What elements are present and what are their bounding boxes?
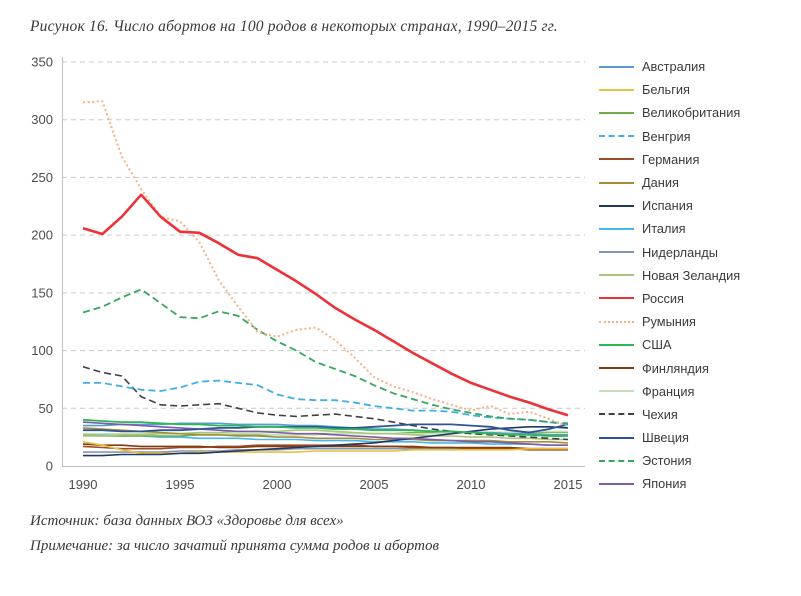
series-line-9 — [83, 429, 568, 441]
legend-item-8: Нидерланды — [599, 241, 794, 264]
series-line-6 — [83, 425, 569, 457]
legend-label: Швеция — [642, 430, 689, 446]
legend-label: Великобритания — [642, 105, 741, 121]
legend-swatch-icon — [599, 135, 634, 138]
x-tick-label: 2005 — [360, 477, 389, 492]
legend-label: Австралия — [642, 59, 706, 75]
x-tick-label: 2010 — [457, 477, 486, 492]
legend-swatch-icon — [599, 65, 634, 68]
y-tick-label: 300 — [31, 112, 53, 127]
legend-swatch-icon — [599, 436, 634, 439]
legend-swatch-icon — [599, 158, 634, 161]
legend-item-13: Финляндия — [599, 356, 794, 379]
chart-legend: Австралия Бельгия Великобритания Венгрия Гер… — [599, 55, 794, 496]
series-line-15 — [82, 365, 569, 441]
series-line-5 — [82, 427, 569, 444]
legend-swatch-icon — [599, 251, 634, 254]
legend-label: США — [642, 337, 672, 353]
y-tick-label: 150 — [31, 285, 53, 300]
legend-swatch-icon — [599, 111, 634, 114]
legend-item-6: Испания — [599, 194, 794, 217]
x-tick-label: 2015 — [554, 477, 583, 492]
legend-item-10: Россия — [599, 287, 794, 310]
legend-item-4: Германия — [599, 148, 794, 171]
y-tick-label: 50 — [39, 401, 53, 416]
y-tick-label: 200 — [31, 228, 53, 243]
legend-item-9: Новая Зеландия — [599, 264, 794, 287]
legend-item-16: Швеция — [599, 426, 794, 449]
legend-item-0: Австралия — [599, 55, 794, 78]
legend-item-18: Япония — [599, 472, 794, 495]
legend-label: Дания — [642, 175, 679, 191]
legend-swatch-icon — [599, 204, 634, 207]
legend-label: Бельгия — [642, 82, 690, 98]
y-tick-label: 0 — [46, 459, 53, 474]
legend-label: Новая Зеландия — [642, 267, 741, 283]
legend-item-7: Италия — [599, 217, 794, 240]
legend-label: Финляндия — [642, 360, 709, 376]
legend-item-15: Чехия — [599, 403, 794, 426]
legend-item-12: США — [599, 333, 794, 356]
series-line-16 — [83, 423, 569, 434]
source-line: Источник: база данных ВОЗ «Здоровье для … — [30, 513, 344, 529]
legend-swatch-icon — [599, 482, 634, 485]
legend-item-2: Великобритания — [599, 101, 794, 124]
legend-item-5: Дания — [599, 171, 794, 194]
legend-swatch-icon — [599, 413, 634, 416]
series-line-1 — [82, 441, 568, 455]
x-tick-label: 2000 — [263, 477, 292, 492]
legend-item-14: Франция — [599, 380, 794, 403]
legend-label: Япония — [642, 476, 687, 492]
series-line-7 — [82, 432, 568, 447]
legend-label: Италия — [642, 221, 686, 237]
y-tick-label: 350 — [31, 55, 53, 70]
legend-swatch-icon — [599, 367, 634, 370]
series-line-3 — [83, 379, 569, 426]
legend-label: Нидерланды — [642, 244, 718, 260]
legend-label: Венгрия — [642, 128, 691, 144]
legend-label: Испания — [642, 198, 693, 214]
legend-swatch-icon — [599, 227, 634, 230]
legend-label: Россия — [642, 290, 684, 306]
note-line: Примечание: за число зачатий принята сум… — [30, 538, 439, 554]
series-line-18 — [82, 421, 568, 447]
legend-swatch-icon — [599, 390, 634, 393]
y-tick-label: 250 — [31, 170, 53, 185]
series-line-12 — [82, 418, 568, 437]
legend-swatch-icon — [599, 459, 634, 462]
legend-item-1: Бельгия — [599, 78, 794, 101]
y-tick-label: 100 — [31, 343, 53, 358]
legend-swatch-icon — [599, 274, 634, 277]
legend-label: Румыния — [642, 314, 696, 330]
legend-swatch-icon — [599, 343, 634, 346]
legend-item-17: Эстония — [599, 449, 794, 472]
legend-label: Франция — [642, 383, 695, 399]
legend-swatch-icon — [599, 297, 634, 300]
x-tick-label: 1990 — [69, 477, 98, 492]
legend-item-11: Румыния — [599, 310, 794, 333]
legend-label: Германия — [642, 151, 700, 167]
series-line-17 — [82, 288, 569, 425]
legend-swatch-icon — [599, 320, 634, 323]
legend-swatch-icon — [599, 88, 634, 91]
legend-swatch-icon — [599, 181, 634, 184]
figure-title: Рисунок 16. Число абортов на 100 родов в… — [30, 18, 558, 35]
x-tick-label: 1995 — [166, 477, 195, 492]
series-line-11 — [82, 100, 569, 428]
legend-label: Эстония — [642, 453, 692, 469]
legend-item-3: Венгрия — [599, 125, 794, 148]
series-line-10 — [82, 193, 569, 417]
legend-label: Чехия — [642, 406, 678, 422]
